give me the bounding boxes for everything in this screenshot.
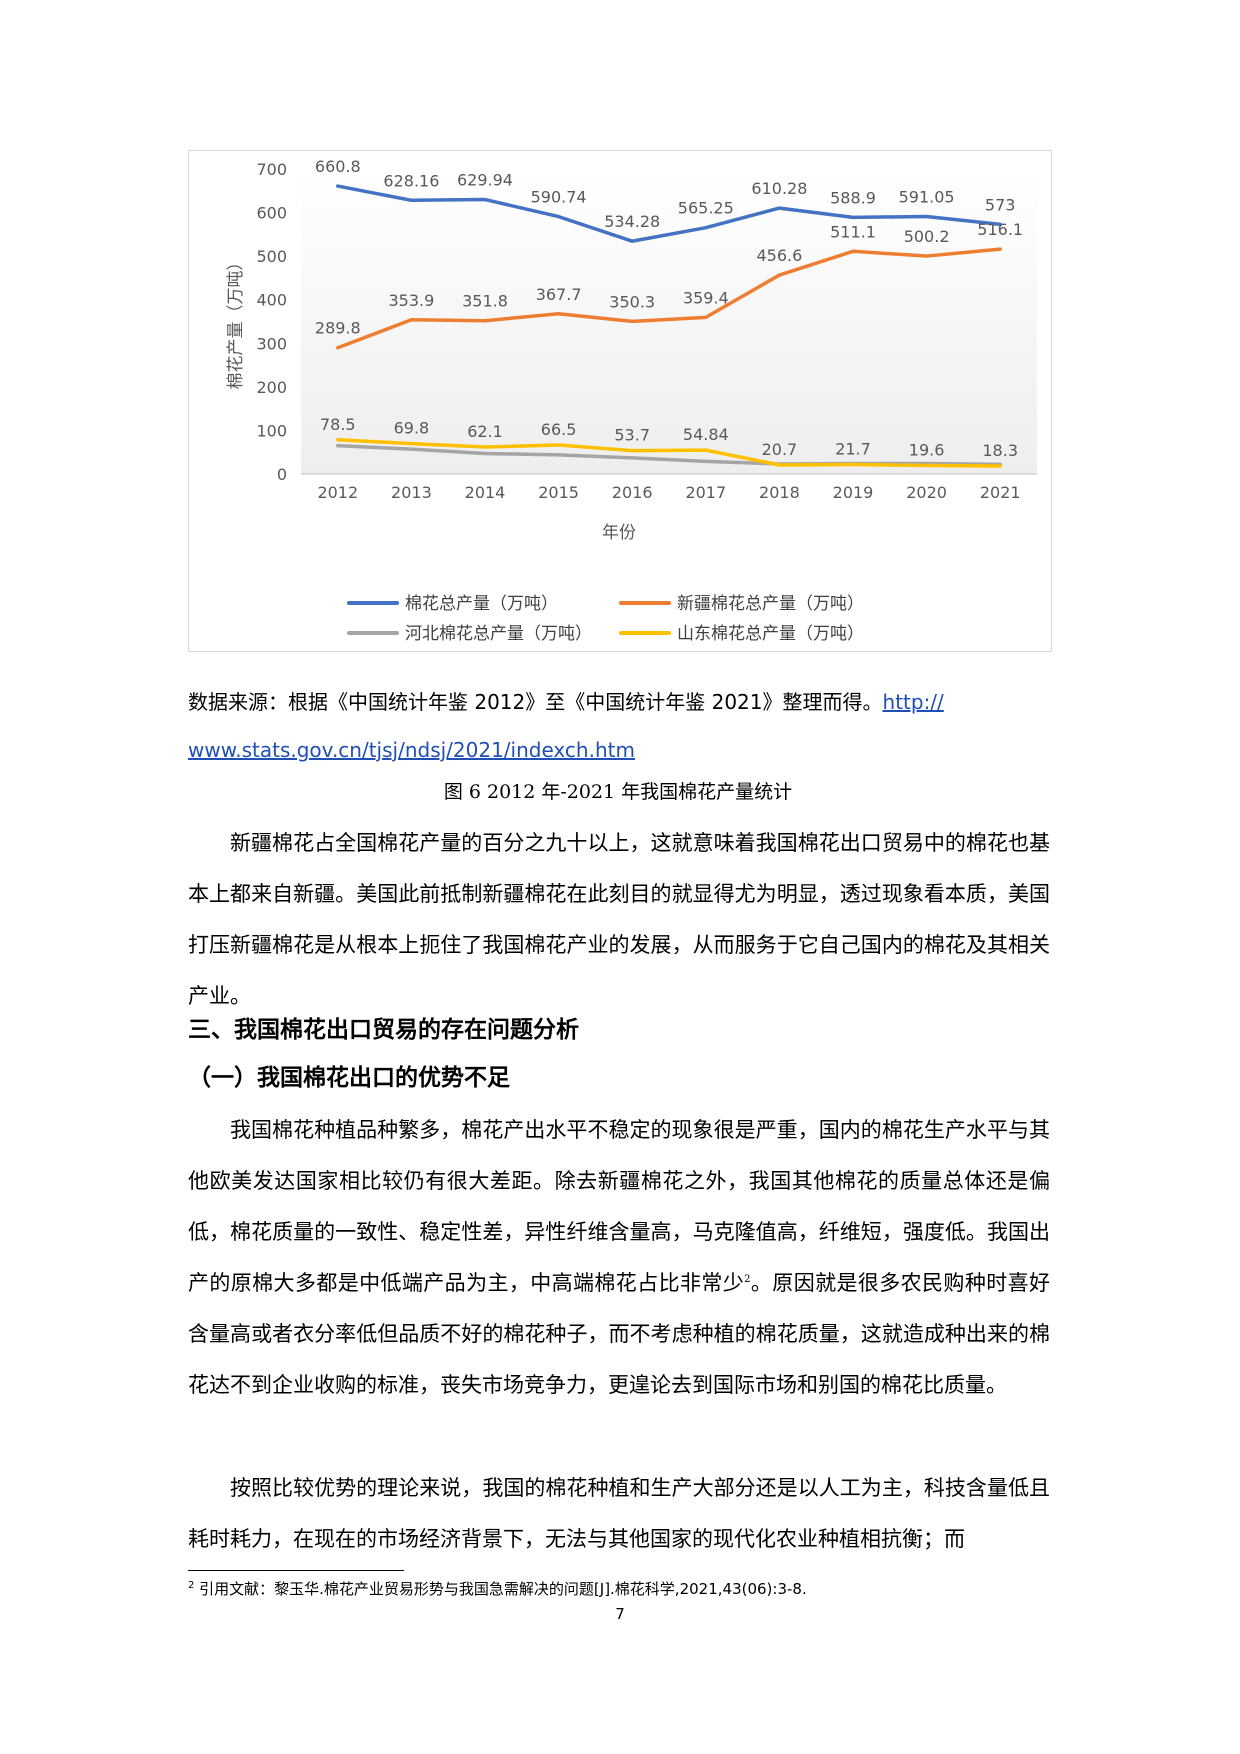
- data-label: 629.94: [457, 171, 513, 190]
- footnote-text: 引用文献：黎玉华.棉花产业贸易形势与我国急需解决的问题[J].棉花科学,2021…: [194, 1580, 807, 1598]
- y-axis-title: 棉花产量（万吨）: [226, 254, 246, 390]
- data-label: 588.9: [830, 188, 876, 207]
- x-tick-label: 2016: [612, 483, 653, 502]
- y-tick-label: 700: [256, 160, 287, 179]
- page-number: 7: [615, 1605, 625, 1623]
- data-label: 351.8: [462, 292, 508, 311]
- x-tick-label: 2020: [906, 483, 947, 502]
- data-label: 350.3: [609, 292, 655, 311]
- data-label: 20.7: [762, 440, 798, 459]
- x-tick-label: 2019: [833, 483, 874, 502]
- series-line-0: [336, 184, 1002, 243]
- footnote: 2 引用文献：黎玉华.棉花产业贸易形势与我国急需解决的问题[J].棉花科学,20…: [188, 1578, 1048, 1599]
- legend-label: 棉花总产量（万吨）: [405, 594, 558, 614]
- data-label: 53.7: [614, 426, 650, 445]
- x-tick-label: 2021: [980, 483, 1021, 502]
- x-tick-label: 2014: [465, 483, 506, 502]
- data-label: 367.7: [536, 285, 582, 304]
- paragraph-comparative: 按照比较优势的理论来说，我国的棉花种植和生产大部分还是以人工为主，科技含量低且耗…: [188, 1476, 1050, 1551]
- x-tick-label: 2013: [391, 483, 432, 502]
- data-label: 516.1: [977, 220, 1023, 239]
- y-tick-label: 100: [256, 421, 287, 440]
- data-label: 591.05: [899, 187, 955, 206]
- y-tick-label: 0: [277, 465, 287, 484]
- data-label: 534.28: [604, 212, 660, 231]
- y-tick-label: 600: [256, 204, 287, 223]
- x-tick-label: 2012: [317, 483, 358, 502]
- data-label: 500.2: [904, 227, 950, 246]
- data-label: 456.6: [756, 246, 802, 265]
- source-text: 数据来源：根据《中国统计年鉴 2012》至《中国统计年鉴 2021》整理而得。: [188, 690, 883, 714]
- cotton-production-chart: 0 100 200 300 400 500 600 700 2012 2013 2014 2015 20…: [188, 150, 1052, 652]
- data-label: 54.84: [683, 425, 729, 444]
- footnote-ref[interactable]: 2: [744, 1274, 751, 1285]
- x-tick-label: 2017: [685, 483, 726, 502]
- x-tick-label: 2018: [759, 483, 800, 502]
- data-label: 628.16: [383, 171, 439, 190]
- x-tick-label: 2015: [538, 483, 579, 502]
- footnote-divider: [188, 1570, 404, 1571]
- y-tick-label: 400: [256, 291, 287, 310]
- data-label: 359.4: [683, 288, 729, 307]
- footnote-number: 2: [188, 1580, 195, 1591]
- legend-label: 河北棉花总产量（万吨）: [405, 624, 592, 644]
- y-tick-label: 300: [256, 334, 287, 353]
- data-label: 573: [985, 195, 1016, 214]
- data-label: 511.1: [830, 222, 876, 241]
- data-label: 610.28: [751, 179, 807, 198]
- data-label: 353.9: [388, 291, 434, 310]
- series-line-3: [336, 438, 1002, 468]
- paragraph-xinjiang: 新疆棉花占全国棉花产量的百分之九十以上，这就意味着我国棉花出口贸易中的棉花也基本…: [188, 831, 1050, 1008]
- data-source-note: 数据来源：根据《中国统计年鉴 2012》至《中国统计年鉴 2021》整理而得。h…: [188, 678, 1048, 774]
- subsection-heading: （一）我国棉花出口的优势不足: [188, 1065, 510, 1091]
- data-label: 62.1: [467, 422, 503, 441]
- data-label: 21.7: [835, 440, 871, 459]
- legend-label: 山东棉花总产量（万吨）: [677, 624, 864, 644]
- data-label: 18.3: [982, 441, 1018, 460]
- data-label: 660.8: [315, 157, 361, 176]
- legend-label: 新疆棉花总产量（万吨）: [677, 594, 864, 614]
- y-tick-label: 500: [256, 247, 287, 266]
- figure-caption: 图 6 2012 年-2021 年我国棉花产量统计: [443, 781, 793, 803]
- section-heading: 三、我国棉花出口贸易的存在问题分析: [188, 1017, 579, 1043]
- data-label: 289.8: [315, 319, 361, 338]
- data-label: 69.8: [394, 419, 430, 438]
- data-label: 590.74: [531, 188, 587, 207]
- x-axis-title: 年份: [602, 523, 636, 543]
- paragraph-advantage-part2: 。原因就是很多农民购种时喜好含量高或者衣分率低但品质不好的棉花种子，而不考虑种植…: [188, 1271, 1050, 1397]
- data-label: 565.25: [678, 199, 734, 218]
- data-label: 19.6: [909, 440, 945, 459]
- y-tick-label: 200: [256, 378, 287, 397]
- source-link-part2[interactable]: www.stats.gov.cn/tjsj/ndsj/2021/indexch.…: [188, 738, 635, 762]
- data-label: 66.5: [541, 420, 577, 439]
- series-line-1: [336, 247, 1002, 350]
- paragraph-advantage-part1: 我国棉花种植品种繁多，棉花产出水平不稳定的现象很是严重，国内的棉花生产水平与其他…: [188, 1118, 1050, 1295]
- source-link-part1[interactable]: http://: [882, 690, 944, 714]
- paragraph-advantage: 我国棉花种植品种繁多，棉花产出水平不稳定的现象很是严重，国内的棉花生产水平与其他…: [188, 1105, 1050, 1411]
- data-label: 78.5: [320, 415, 356, 434]
- line-chart-svg: 0 100 200 300 400 500 600 700 2012 2013 2014 2015 20…: [226, 157, 1037, 644]
